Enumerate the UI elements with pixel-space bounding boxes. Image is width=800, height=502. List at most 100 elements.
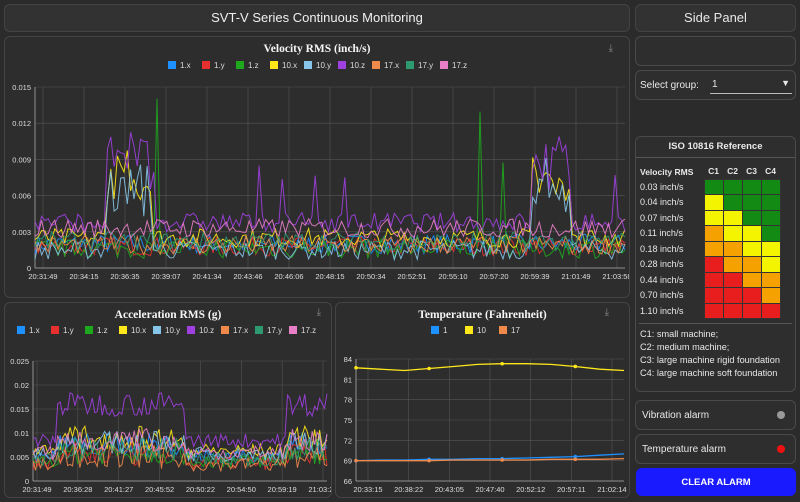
- acceleration-chart: 1.x 1.y 1.z 10.x 10.y 10.z 17.x 17.y 17.z 0 0.005 0…: [10, 326, 331, 494]
- legend-item[interactable]: 10.x: [270, 61, 297, 70]
- y-tick-label: 69: [344, 457, 352, 466]
- iso-cell-orange: [722, 256, 743, 273]
- x-tick-label: 20:31:49: [22, 485, 51, 494]
- x-tick-label: 20:38:22: [394, 485, 423, 494]
- x-tick-label: 21:03:58: [602, 272, 629, 281]
- iso-row: 0.18 inch/s: [640, 240, 781, 257]
- group-select[interactable]: 1 ▼: [710, 77, 792, 94]
- iso-header-cell: Velocity RMS: [640, 166, 694, 177]
- legend-label: 17.x: [233, 326, 248, 335]
- download-icon[interactable]: ⤓: [604, 307, 609, 318]
- legend-label: 10.y: [165, 326, 180, 335]
- x-tick-label: 20:39:07: [151, 272, 180, 281]
- legend-item[interactable]: 17.z: [289, 326, 316, 335]
- legend-label: 17: [511, 326, 520, 335]
- iso-row: 0.28 inch/s: [640, 256, 781, 273]
- legend-label: 1.z: [97, 326, 108, 335]
- clear-alarm-button[interactable]: CLEAR ALARM: [636, 468, 796, 496]
- download-icon[interactable]: ⤓: [608, 43, 613, 54]
- iso-row-label: 1.10 inch/s: [640, 305, 684, 316]
- iso-note: C1: small machine;: [640, 329, 719, 339]
- iso-header-cell: C4: [765, 166, 776, 177]
- acceleration-chart-title: Acceleration RMS (g): [114, 309, 222, 321]
- y-tick-label: 0.012: [12, 119, 31, 128]
- iso-row-label: 0.44 inch/s: [640, 274, 684, 285]
- legend-item[interactable]: 1.x: [17, 326, 40, 335]
- legend-item[interactable]: 1.z: [236, 61, 259, 70]
- legend-swatch: [17, 326, 25, 334]
- legend-item[interactable]: 10: [465, 326, 486, 335]
- legend-item[interactable]: 10.z: [187, 326, 214, 335]
- iso-cell-yellow: [722, 225, 743, 242]
- x-tick-label: 20:52:12: [516, 485, 545, 494]
- download-icon[interactable]: ⤓: [316, 307, 321, 318]
- y-tick-label: 0.02: [14, 381, 29, 390]
- vibration-alarm-label: Vibration alarm: [642, 410, 710, 421]
- iso-row: 0.44 inch/s: [640, 271, 781, 288]
- legend-item[interactable]: 17.z: [440, 61, 467, 70]
- y-tick-label: 0.01: [14, 429, 29, 438]
- y-tick-label: 0.005: [10, 453, 29, 462]
- series-line: [34, 217, 626, 239]
- legend-item[interactable]: 10.z: [338, 61, 365, 70]
- y-tick-label: 0: [27, 264, 31, 273]
- legend-swatch: [270, 61, 278, 69]
- legend-item[interactable]: 1.x: [168, 61, 191, 70]
- y-tick-label: 75: [344, 416, 352, 425]
- legend-item[interactable]: 1.y: [51, 326, 74, 335]
- legend-label: 17.y: [418, 61, 433, 70]
- legend-item[interactable]: 1: [431, 326, 448, 335]
- iso-cell-red: [722, 271, 743, 288]
- legend-item[interactable]: 17.y: [255, 326, 282, 335]
- temperature-chart-title: Temperature (Fahrenheit): [418, 309, 547, 321]
- legend-label: 17.x: [384, 61, 399, 70]
- legend-swatch: [465, 326, 473, 334]
- iso-row-label: 0.03 inch/s: [640, 181, 684, 192]
- legend-swatch: [168, 61, 176, 69]
- iso-cell-orange: [741, 271, 762, 288]
- iso-row-label: 0.07 inch/s: [640, 212, 684, 223]
- iso-cell-yellow: [703, 194, 724, 211]
- legend-label: 17.y: [267, 326, 282, 335]
- x-tick-label: 20:57:20: [479, 272, 508, 281]
- temperature-alarm-label: Temperature alarm: [642, 444, 726, 455]
- chevron-down-icon: ▼: [781, 78, 790, 88]
- iso-cell-yellow: [741, 240, 762, 257]
- legend-item[interactable]: 17: [499, 326, 520, 335]
- legend-label: 10: [477, 326, 486, 335]
- legend-item[interactable]: 17.x: [221, 326, 248, 335]
- legend-swatch: [406, 61, 414, 69]
- legend-item[interactable]: 10.y: [153, 326, 180, 335]
- y-tick-label: 66: [344, 477, 352, 486]
- iso-cell-yellow: [760, 256, 781, 273]
- velocity-chart-panel: Velocity RMS (inch/s) ⤓ 1.x 1.y 1.z 10.x 10.…: [4, 36, 630, 298]
- legend-item[interactable]: 10.x: [119, 326, 146, 335]
- iso-row-label: 0.28 inch/s: [640, 259, 684, 270]
- iso-row-label: 0.70 inch/s: [640, 290, 684, 301]
- legend-item[interactable]: 17.x: [372, 61, 399, 70]
- y-tick-label: 72: [344, 436, 352, 445]
- iso-row-label: 0.04 inch/s: [640, 197, 684, 208]
- x-tick-label: 20:50:22: [186, 485, 215, 494]
- legend-item[interactable]: 17.y: [406, 61, 433, 70]
- data-point: [500, 361, 504, 366]
- legend-item[interactable]: 1.z: [85, 326, 108, 335]
- legend-label: 17.z: [452, 61, 467, 70]
- x-tick-label: 20:45:52: [145, 485, 174, 494]
- iso-row: 0.03 inch/s: [640, 178, 781, 195]
- iso-cell-green: [722, 194, 743, 211]
- legend-label: 1.y: [214, 61, 225, 70]
- page-title: SVT-V Series Continuous Monitoring: [4, 4, 630, 32]
- legend-item[interactable]: 1.y: [202, 61, 225, 70]
- iso-cell-red: [722, 287, 743, 304]
- data-point: [427, 458, 431, 463]
- legend-label: 1: [443, 326, 448, 335]
- iso-row: 0.07 inch/s: [640, 209, 781, 226]
- velocity-chart-title: Velocity RMS (inch/s): [263, 43, 371, 55]
- iso-notes: C1: small machine; C2: medium machine; C3:…: [636, 324, 795, 380]
- legend-item[interactable]: 10.y: [304, 61, 331, 70]
- y-tick-label: 81: [344, 375, 352, 384]
- group-select-box: Select group: 1 ▼: [635, 70, 796, 100]
- legend-label: 17.z: [301, 326, 316, 335]
- iso-note: C4: large machine soft foundation: [640, 368, 778, 378]
